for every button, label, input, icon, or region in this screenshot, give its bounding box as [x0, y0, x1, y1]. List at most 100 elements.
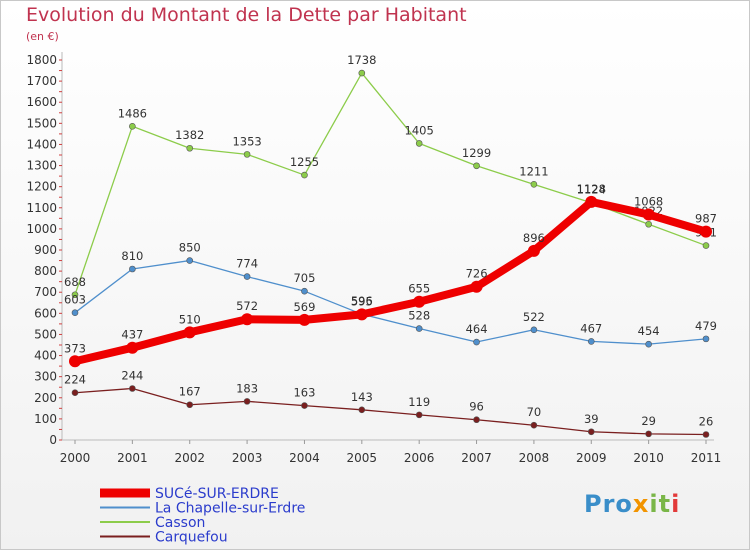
data-point-la-chapelle-sur-erdre	[473, 338, 480, 346]
data-label-suc-sur-erdre: 726	[466, 267, 488, 281]
data-point-la-chapelle-sur-erdre	[301, 287, 308, 295]
legend-label-casson: Casson	[155, 515, 205, 531]
y-tick-label: 1300	[26, 159, 57, 173]
x-tick-label: 2004	[289, 451, 320, 465]
y-tick-label: 600	[34, 306, 57, 320]
data-label-suc-sur-erdre: 437	[121, 328, 143, 342]
y-tick-label: 200	[34, 391, 57, 405]
data-point-carquefou	[186, 401, 194, 409]
data-point-la-chapelle-sur-erdre	[587, 338, 595, 345]
y-tick-label: 1100	[26, 201, 57, 215]
data-label-suc-sur-erdre: 987	[695, 212, 717, 226]
data-label-carquefou: 167	[179, 385, 201, 399]
data-point-la-chapelle-sur-erdre	[186, 257, 194, 264]
data-label-suc-sur-erdre: 572	[236, 299, 258, 313]
legend-label-suc-sur-erdre: SUCé-SUR-ERDRE	[155, 486, 279, 502]
data-point-suc-sur-erdre	[183, 326, 196, 339]
data-label-la-chapelle-sur-erdre: 454	[638, 324, 660, 338]
data-label-carquefou: 183	[236, 381, 258, 395]
x-tick-label: 2001	[117, 451, 148, 465]
data-label-casson: 688	[64, 275, 86, 289]
data-point-suc-sur-erdre	[69, 355, 81, 368]
y-tick-label: 300	[34, 370, 57, 384]
data-label-la-chapelle-sur-erdre: 479	[695, 319, 717, 333]
data-point-casson	[243, 151, 251, 158]
data-point-la-chapelle-sur-erdre	[129, 265, 136, 273]
data-point-suc-sur-erdre	[642, 208, 655, 221]
data-point-carquefou	[129, 385, 136, 392]
chart-title: Evolution du Montant de la Dette par Hab…	[26, 4, 467, 26]
data-label-carquefou: 244	[121, 368, 143, 382]
data-point-suc-sur-erdre	[355, 308, 368, 321]
data-point-la-chapelle-sur-erdre	[415, 325, 423, 332]
data-label-carquefou: 224	[64, 373, 86, 387]
data-point-suc-sur-erdre	[413, 295, 426, 308]
x-tick-label: 2010	[633, 451, 664, 465]
data-label-casson: 1353	[232, 134, 261, 148]
data-point-casson	[186, 144, 194, 152]
data-label-la-chapelle-sur-erdre: 522	[523, 310, 545, 324]
data-point-casson	[301, 171, 308, 179]
data-label-casson: 1124	[577, 183, 606, 197]
data-label-suc-sur-erdre: 896	[523, 231, 545, 245]
data-label-casson: 1211	[519, 164, 548, 178]
data-label-la-chapelle-sur-erdre: 467	[580, 321, 602, 335]
data-label-la-chapelle-sur-erdre: 810	[121, 249, 143, 263]
legend-label-carquefou: Carquefou	[155, 530, 228, 546]
data-label-suc-sur-erdre: 655	[408, 282, 430, 296]
y-tick-label: 400	[34, 349, 57, 363]
data-point-suc-sur-erdre	[298, 313, 311, 326]
data-label-casson: 1299	[462, 146, 491, 160]
data-point-casson	[71, 291, 79, 299]
data-label-casson: 1738	[347, 53, 376, 67]
data-label-suc-sur-erdre: 595	[351, 294, 373, 308]
data-point-carquefou	[702, 431, 710, 438]
x-tick-label: 2009	[576, 451, 607, 465]
data-point-carquefou	[587, 428, 595, 436]
data-point-la-chapelle-sur-erdre	[243, 273, 251, 280]
data-label-casson: 1255	[290, 155, 319, 169]
data-point-suc-sur-erdre	[527, 244, 540, 257]
x-tick-label: 2007	[461, 451, 492, 465]
data-point-la-chapelle-sur-erdre	[702, 335, 710, 343]
data-label-suc-sur-erdre: 569	[293, 300, 315, 314]
data-label-casson: 1486	[118, 106, 147, 120]
x-tick-label: 2008	[519, 451, 550, 465]
data-label-casson: 1382	[175, 128, 204, 142]
data-point-casson	[129, 122, 136, 130]
legend-label-la-chapelle-sur-erdre: La Chapelle-sur-Erdre	[155, 501, 305, 517]
data-point-casson	[702, 242, 710, 249]
y-tick-label: 1000	[26, 222, 57, 236]
data-label-la-chapelle-sur-erdre: 596	[351, 294, 373, 308]
data-label-carquefou: 70	[527, 405, 542, 419]
y-tick-label: 1600	[26, 95, 57, 109]
y-tick-label: 800	[34, 264, 57, 278]
data-point-carquefou	[473, 416, 480, 424]
data-label-casson: 1405	[405, 123, 434, 137]
data-point-carquefou	[71, 389, 79, 397]
data-point-la-chapelle-sur-erdre	[71, 309, 79, 317]
data-label-carquefou: 26	[699, 415, 714, 429]
y-tick-label: 500	[34, 327, 57, 341]
data-label-carquefou: 96	[469, 400, 484, 414]
chart-subtitle: (en €)	[26, 30, 59, 43]
data-label-carquefou: 119	[408, 395, 430, 409]
data-point-casson	[358, 69, 366, 77]
data-label-carquefou: 143	[351, 390, 373, 404]
data-label-la-chapelle-sur-erdre: 705	[293, 271, 315, 285]
data-point-la-chapelle-sur-erdre	[645, 340, 652, 348]
x-tick-label: 2002	[174, 451, 205, 465]
data-label-la-chapelle-sur-erdre: 603	[64, 293, 86, 307]
y-tick-label: 1500	[26, 116, 57, 130]
data-point-suc-sur-erdre	[585, 195, 598, 208]
series-line-carquefou	[74, 387, 707, 436]
y-tick-label: 700	[34, 285, 57, 299]
y-tick-label: 0	[49, 433, 57, 447]
series-line-suc-sur-erdre	[71, 197, 710, 366]
data-point-suc-sur-erdre	[700, 225, 712, 238]
data-point-casson	[530, 181, 538, 188]
data-point-carquefou	[358, 406, 366, 414]
x-tick-label: 2011	[691, 451, 722, 465]
data-point-suc-sur-erdre	[470, 280, 483, 293]
